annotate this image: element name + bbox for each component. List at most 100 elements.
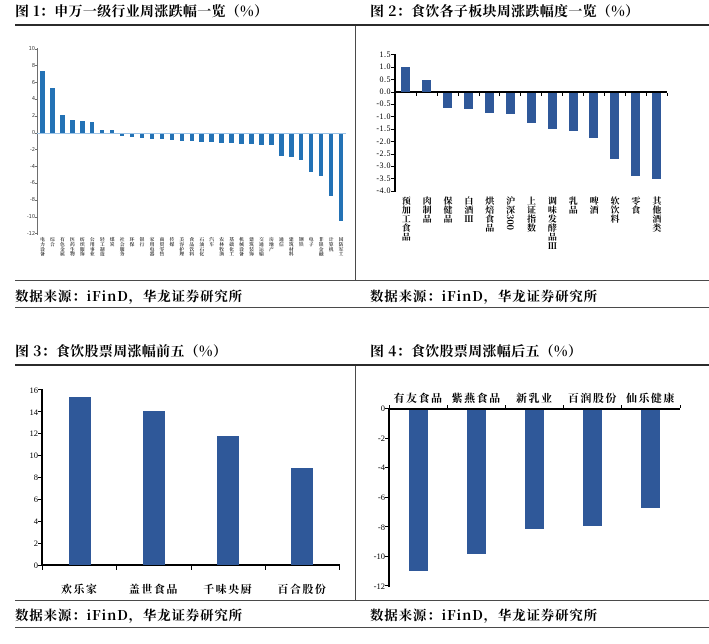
category-label: 轻工制造 — [98, 237, 106, 257]
y-tick — [390, 103, 394, 105]
bar — [89, 122, 95, 133]
x-tick — [264, 566, 266, 570]
category-label: 医药生物 — [68, 237, 76, 257]
y-tick — [37, 542, 41, 544]
figure2-title: 图 2：食饮各子板块周涨跌幅度一览（%） — [370, 1, 640, 21]
x-tick — [436, 93, 438, 96]
category-label: 紫燕食品 — [451, 390, 502, 406]
bar — [291, 468, 314, 565]
x-tick — [447, 404, 449, 408]
bar — [583, 409, 603, 526]
bar — [129, 133, 135, 137]
category-label: 煤炭 — [108, 237, 116, 247]
title-rule-row1 — [15, 24, 709, 26]
bar — [199, 133, 204, 142]
bar — [80, 121, 85, 133]
category-label: 预加工食品 — [399, 196, 413, 241]
bar — [298, 133, 304, 161]
category-label: 软饮料 — [608, 196, 622, 223]
y-tick-label: -10 — [373, 551, 385, 562]
bar — [217, 436, 240, 565]
y-tick-label: 2 — [31, 113, 35, 120]
y-tick — [34, 115, 37, 117]
category-label: 白酒Ⅲ — [462, 196, 476, 223]
category-label: 农林牧渔 — [218, 237, 226, 257]
bar — [269, 133, 274, 146]
y-tick — [34, 65, 37, 67]
y-tick-label: -8 — [30, 197, 35, 204]
caption-rule-top-row1 — [15, 280, 709, 281]
figure2-source: 数据来源：iFinD，华龙证券研究所 — [370, 285, 598, 305]
bar — [219, 133, 224, 143]
bar — [589, 93, 599, 138]
y-tick-label: -2.5 — [376, 149, 391, 159]
category-label: 啤酒 — [587, 196, 601, 214]
bar — [149, 133, 155, 139]
category-label: 千味央厨 — [203, 581, 254, 597]
y-tick — [384, 437, 388, 439]
x-tick — [541, 93, 543, 96]
category-label: 食品饮料 — [188, 237, 196, 257]
y-tick-label: 0.5 — [379, 74, 391, 84]
y-tick-label: -12 — [26, 230, 35, 237]
category-label: 仙乐健康 — [625, 390, 676, 406]
x-tick — [505, 404, 507, 408]
category-label: 上证指数 — [525, 196, 538, 232]
bar — [422, 79, 432, 92]
y-tick — [384, 585, 388, 587]
y-tick-label: -2 — [30, 146, 35, 153]
y-tick-label: 16 — [29, 384, 39, 395]
y-tick-label: -1.0 — [376, 111, 391, 121]
category-label: 调味发酵品Ⅲ — [545, 196, 559, 250]
category-label: 其他酒类 — [650, 196, 664, 232]
caption-rule-bottom-row1 — [15, 307, 709, 308]
bar — [568, 93, 578, 132]
y-tick-label: 0 — [33, 559, 38, 570]
y-tick-label: -8 — [377, 521, 385, 532]
bar — [464, 93, 474, 110]
category-label: 乳品 — [566, 196, 580, 214]
x-tick — [389, 404, 390, 408]
category-label: 有色金属 — [58, 237, 66, 257]
category-label: 沪深300 — [504, 196, 518, 231]
y-tick — [390, 79, 394, 81]
y-tick-label: -2 — [377, 432, 385, 443]
bar — [142, 411, 165, 565]
category-label: 基础化工 — [228, 237, 236, 257]
y-tick — [34, 216, 37, 218]
category-label: 商贸零售 — [158, 237, 166, 257]
category-label: 银行 — [138, 237, 146, 247]
y-tick-label: -2.0 — [376, 136, 391, 146]
bar — [109, 130, 115, 133]
category-label: 非银金融 — [317, 237, 325, 257]
y-tick — [390, 116, 394, 118]
x-axis — [387, 407, 680, 410]
y-tick — [384, 408, 388, 409]
x-tick — [562, 93, 564, 96]
bar — [68, 397, 91, 565]
x-tick — [190, 566, 192, 570]
bar — [60, 115, 65, 133]
category-label: 百润股份 — [567, 390, 618, 406]
category-label: 国防军工 — [337, 237, 345, 257]
figure4-source: 数据来源：iFinD，华龙证券研究所 — [370, 604, 598, 624]
category-label: 环保 — [128, 237, 136, 247]
x-tick — [395, 93, 396, 96]
bar — [547, 93, 557, 129]
y-tick-label: -3.5 — [376, 173, 391, 183]
bar — [259, 133, 264, 145]
category-label: 汽车 — [208, 237, 216, 247]
x-tick — [666, 93, 668, 96]
y-tick — [34, 149, 37, 151]
y-tick-label: -4.0 — [376, 186, 391, 196]
bar — [159, 133, 165, 139]
category-label: 钢铁 — [297, 237, 305, 247]
x-tick — [603, 93, 605, 96]
bar — [338, 133, 344, 221]
y-tick — [390, 66, 394, 68]
bar — [189, 133, 194, 142]
